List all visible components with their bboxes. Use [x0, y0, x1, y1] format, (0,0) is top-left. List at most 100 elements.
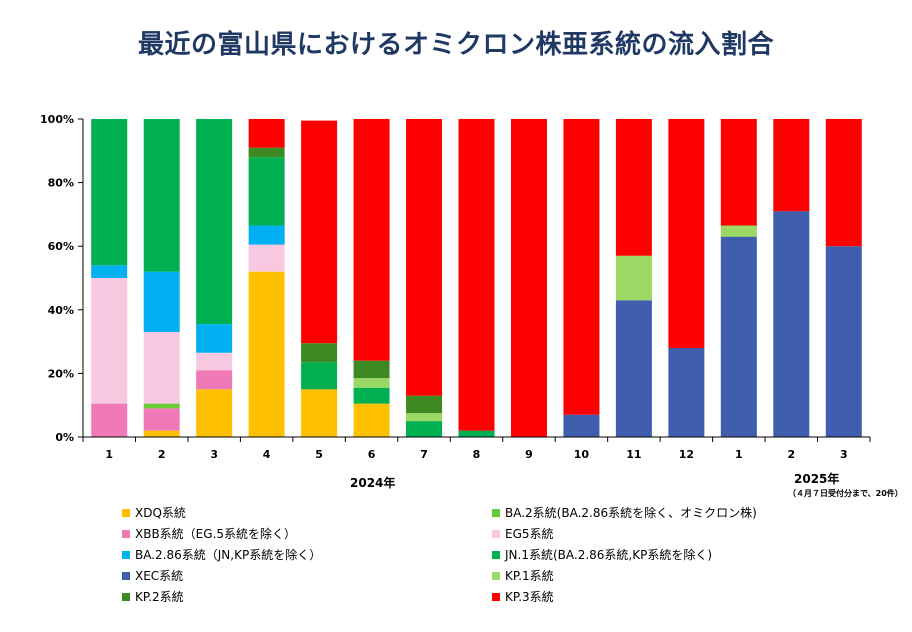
- x-tick-label: 8: [473, 448, 481, 461]
- year-2025-note: （４月７日受付分まで、20件）: [788, 489, 903, 498]
- bar-segment: [143, 430, 180, 437]
- x-tick-label: 3: [210, 448, 218, 461]
- legend-label: BA.2系統(BA.2.86系統を除く、オミクロン株): [505, 506, 757, 520]
- bar-segment: [143, 332, 180, 404]
- legend-label: KP.2系統: [135, 590, 184, 604]
- y-tick-label: 80%: [48, 177, 74, 190]
- bar-segment: [143, 408, 180, 431]
- y-tick-label: 40%: [48, 304, 74, 317]
- x-tick-label: 2: [158, 448, 166, 461]
- bar-segment: [825, 119, 862, 247]
- legend-item: KP.2系統: [122, 588, 184, 605]
- x-tick-label: 6: [368, 448, 376, 461]
- x-tick-label: 9: [525, 448, 533, 461]
- x-tick-label: 2: [787, 448, 795, 461]
- bar-segment: [825, 246, 862, 437]
- bar-segment: [248, 225, 285, 245]
- legend-label: KP.1系統: [505, 569, 554, 583]
- year-2025-label: 2025年: [794, 472, 840, 486]
- legend-swatch: [122, 571, 130, 580]
- legend-item: EG5系統: [492, 525, 554, 542]
- x-tick-label: 1: [105, 448, 113, 461]
- bar-segment: [720, 236, 757, 437]
- legend-label: XDQ系統: [135, 506, 186, 520]
- x-tick-label: 10: [574, 448, 590, 461]
- bar-segment: [248, 147, 285, 158]
- bar-segment: [301, 362, 338, 390]
- legend-label: KP.3系統: [505, 590, 554, 604]
- legend-item: XDQ系統: [122, 504, 186, 521]
- legend-item: XEC系統: [122, 567, 183, 584]
- bar-segment: [615, 119, 652, 256]
- legend-swatch: [122, 592, 130, 601]
- bar-segment: [196, 352, 233, 371]
- legend-label: XEC系統: [135, 569, 184, 583]
- legend-item: JN.1系統(BA.2.86系統,KP系統を除く): [492, 546, 712, 563]
- bar-segment: [143, 119, 180, 272]
- legend-item: KP.1系統: [492, 567, 554, 584]
- legend-item: BA.2系統(BA.2.86系統を除く、オミクロン株): [492, 504, 757, 521]
- bar-segment: [458, 119, 495, 431]
- legend-label: EG5系統: [505, 527, 554, 541]
- legend-swatch: [492, 529, 500, 538]
- bar-segment: [668, 119, 705, 348]
- legend-swatch: [492, 571, 500, 580]
- legend-item: XBB系統（EG.5系統を除く）: [122, 525, 296, 542]
- bar-segment: [406, 421, 443, 437]
- legend-swatch: [492, 592, 500, 601]
- bar-segment: [720, 225, 757, 237]
- chart-title: 最近の富山県におけるオミクロン株亜系統の流入割合: [137, 30, 774, 60]
- legend-swatch: [122, 508, 130, 517]
- bar-segment: [143, 271, 180, 333]
- bar-segment: [353, 378, 390, 388]
- bar-segment: [615, 255, 652, 301]
- bar-segment: [248, 157, 285, 226]
- legend-label: JN.1系統(BA.2.86系統,KP系統を除く): [505, 548, 713, 562]
- bar-segment: [563, 414, 600, 437]
- bar-segment: [248, 271, 285, 437]
- x-tick-label: 5: [315, 448, 323, 461]
- legend-label: BA.2.86系統（JN,KP系統を除く）: [135, 548, 322, 562]
- bar-segment: [353, 360, 390, 379]
- legend-swatch: [122, 550, 130, 559]
- bar-segment: [773, 211, 810, 437]
- bar-segment: [91, 265, 128, 278]
- bar-segment: [196, 389, 233, 437]
- year-2024-label: 2024年: [350, 476, 396, 490]
- bar-segment: [353, 387, 390, 404]
- bar-segment: [668, 347, 705, 437]
- x-tick-label: 1: [735, 448, 743, 461]
- bar-segment: [91, 119, 128, 266]
- bar-segment: [406, 119, 443, 396]
- bar-segment: [406, 395, 443, 414]
- bar-segment: [196, 370, 233, 390]
- bar-segment: [248, 244, 285, 272]
- bar-segment: [196, 324, 233, 353]
- x-tick-label: 12: [679, 448, 694, 461]
- bar-segment: [196, 119, 233, 325]
- legend-label: XBB系統（EG.5系統を除く）: [135, 527, 297, 541]
- bar-segment: [406, 413, 443, 422]
- y-tick-label: 100%: [40, 113, 74, 126]
- bar-segment: [301, 389, 338, 437]
- bar-segment: [91, 278, 128, 404]
- x-tick-label: 11: [626, 448, 641, 461]
- x-tick-label: 7: [420, 448, 428, 461]
- legend-swatch: [122, 529, 130, 538]
- bar-segment: [301, 120, 338, 344]
- bar-segment: [353, 119, 390, 361]
- y-tick-label: 0%: [55, 431, 74, 444]
- legend-item: KP.3系統: [492, 588, 554, 605]
- bar-segment: [615, 300, 652, 437]
- legend-item: BA.2.86系統（JN,KP系統を除く）: [122, 546, 321, 563]
- x-tick-label: 4: [263, 448, 271, 461]
- stacked-bar-chart: 0%20%40%60%80%100%1 2 3 4 5 6 7 8 9 10 11 12 1 2 3: [40, 113, 871, 461]
- bar-segment: [720, 119, 757, 226]
- bar-segment: [248, 119, 285, 148]
- legend-swatch: [492, 550, 500, 559]
- bar-segment: [91, 403, 128, 437]
- y-tick-label: 60%: [48, 240, 74, 253]
- bar-segment: [353, 403, 390, 437]
- bar-segment: [458, 430, 495, 437]
- bar-segment: [143, 403, 180, 409]
